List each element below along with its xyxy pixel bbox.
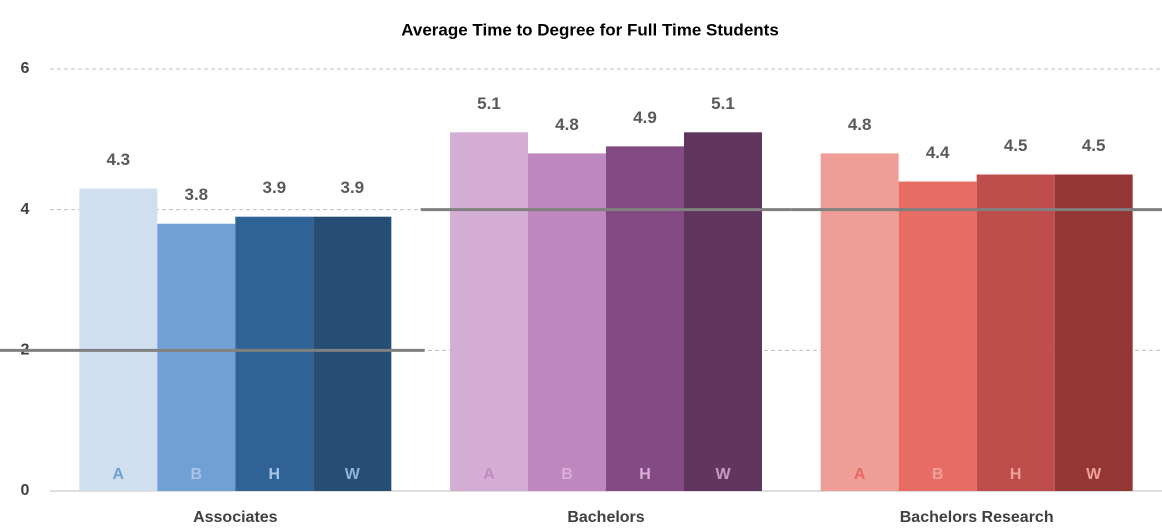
series-label: B: [561, 466, 573, 483]
series-label: W: [715, 466, 731, 483]
value-label: 4.5: [1082, 136, 1106, 155]
x-tick-label: Associates: [193, 509, 278, 526]
value-label: 4.8: [555, 115, 579, 134]
series-label: A: [854, 466, 866, 483]
value-label: 5.1: [711, 94, 735, 113]
value-label: 5.1: [477, 94, 501, 113]
x-tick-label: Bachelors: [567, 509, 644, 526]
chart-title: Average Time to Degree for Full Time Stu…: [401, 20, 779, 39]
value-label: 4.4: [926, 143, 950, 162]
bar: [976, 174, 1055, 491]
value-label: 3.9: [263, 178, 287, 197]
series-label: B: [932, 466, 944, 483]
x-tick-label: Bachelors Research: [900, 509, 1054, 526]
series-label: W: [1086, 466, 1102, 483]
bar: [157, 223, 236, 491]
bar: [606, 146, 684, 491]
series-label: A: [483, 466, 495, 483]
y-tick-label: 0: [21, 482, 30, 499]
series-label: H: [639, 466, 651, 483]
value-label: 4.9: [633, 108, 657, 127]
value-label: 3.9: [341, 178, 365, 197]
bar: [820, 153, 899, 491]
bar: [684, 132, 762, 492]
bar: [235, 216, 314, 491]
bar: [450, 132, 528, 492]
series-label: H: [1010, 466, 1022, 483]
bar: [1054, 174, 1133, 491]
y-tick-label: 4: [21, 201, 30, 218]
series-label: B: [191, 466, 203, 483]
y-tick-label: 6: [21, 60, 30, 77]
value-label: 4.5: [1004, 136, 1028, 155]
bar: [313, 216, 392, 491]
bar: [898, 181, 977, 492]
value-label: 3.8: [185, 185, 209, 204]
bar: [528, 153, 606, 491]
series-label: W: [345, 466, 361, 483]
value-label: 4.3: [107, 150, 131, 169]
value-label: 4.8: [848, 115, 872, 134]
bar: [79, 188, 158, 492]
series-label: H: [269, 466, 281, 483]
series-label: A: [113, 466, 125, 483]
